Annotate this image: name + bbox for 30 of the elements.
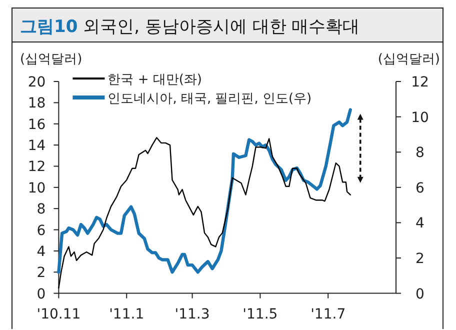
y-tick-label: 14: [28, 138, 46, 154]
y-tick-label: 10: [28, 180, 46, 196]
y-tick-label: 20: [28, 74, 46, 90]
x-tick-label: '11.5: [242, 306, 278, 322]
y-axis-title: (십억달러): [20, 52, 82, 67]
x-tick-label: '11.1: [109, 306, 144, 322]
y2-tick-label: 10: [411, 110, 429, 126]
y2-tick-label: 12: [411, 74, 429, 90]
y2-tick-label: 4: [416, 216, 425, 232]
x-tick-label: '11.3: [174, 306, 210, 322]
x-tick-label: '11.7: [310, 306, 346, 322]
y2-tick-label: 0: [416, 286, 424, 302]
y2-tick-label: 6: [416, 180, 425, 196]
y-tick-label: 18: [28, 96, 46, 112]
y2-tick-label: 8: [416, 145, 424, 162]
y-tick-label: 6: [36, 222, 46, 239]
y-tick-label: 4: [36, 244, 46, 260]
line-series: [58, 137, 351, 289]
legend-label: 한국 + 대만(좌): [108, 72, 202, 88]
y-tick-label: 8: [36, 202, 46, 218]
y-tick-label: 2: [36, 265, 46, 282]
y-tick-label: 16: [28, 116, 46, 133]
chart-title: 그림10 외국인, 동남아증시에 대한 매수확대: [20, 17, 360, 37]
y-tick-label: 12: [28, 159, 46, 176]
x-tick-label: '10.11: [36, 306, 81, 322]
y-tick-label: 0: [36, 286, 46, 302]
legend-label: 인도네시아, 태국, 필리핀, 인도(우): [108, 92, 312, 106]
line-series: [57, 108, 352, 274]
y2-tick-label: 2: [416, 251, 424, 267]
y2-axis-title: (십억달러): [378, 52, 440, 67]
